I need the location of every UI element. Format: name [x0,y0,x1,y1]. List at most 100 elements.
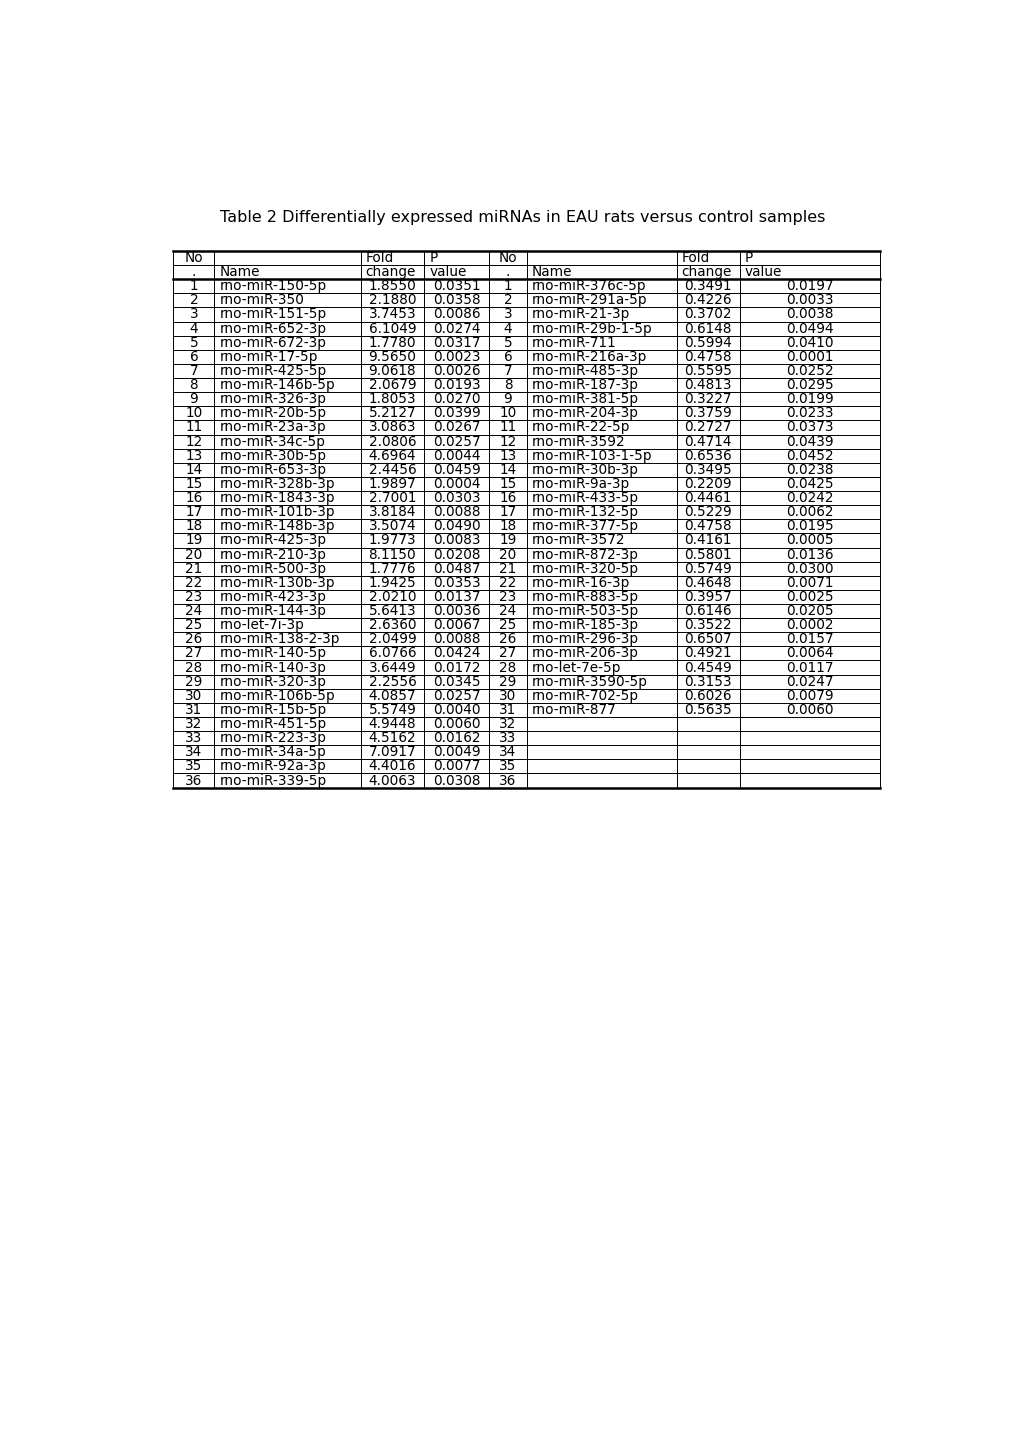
Text: 36: 36 [185,773,202,788]
Text: 8: 8 [190,378,198,392]
Text: 0.0439: 0.0439 [786,434,834,449]
Text: 17: 17 [499,505,516,519]
Text: 0.6507: 0.6507 [684,632,732,646]
Text: 6: 6 [190,349,198,364]
Text: rno-miR-381-5p: rno-miR-381-5p [531,392,638,407]
Text: 31: 31 [499,703,516,717]
Text: 25: 25 [185,618,203,632]
Text: 0.0351: 0.0351 [432,280,480,293]
Text: 0.0117: 0.0117 [786,661,833,674]
Text: 0.0257: 0.0257 [432,434,480,449]
Text: 0.0490: 0.0490 [432,519,480,534]
Text: 0.0399: 0.0399 [432,407,480,420]
Text: 0.4714: 0.4714 [684,434,732,449]
Text: 19: 19 [185,534,203,547]
Text: 0.0086: 0.0086 [432,307,480,322]
Text: 0.0317: 0.0317 [432,336,480,349]
Text: 0.0025: 0.0025 [786,590,834,605]
Text: rno-miR-425-3p: rno-miR-425-3p [219,534,326,547]
Text: rno-miR-140-5p: rno-miR-140-5p [219,646,326,661]
Text: 0.0071: 0.0071 [786,576,833,590]
Text: 0.0088: 0.0088 [432,632,480,646]
Text: 0.0044: 0.0044 [432,449,480,463]
Text: 0.0425: 0.0425 [786,478,834,491]
Text: 8: 8 [503,378,512,392]
Text: 18: 18 [499,519,516,534]
Text: rno-miR-485-3p: rno-miR-485-3p [531,364,638,378]
Text: 2.0806: 2.0806 [368,434,416,449]
Text: 10: 10 [499,407,516,420]
Text: rno-miR-29b-1-5p: rno-miR-29b-1-5p [531,322,651,336]
Text: 0.0067: 0.0067 [432,618,480,632]
Text: 0.6536: 0.6536 [684,449,732,463]
Text: 0.0274: 0.0274 [432,322,480,336]
Text: 32: 32 [185,717,202,732]
Text: rno-miR-3590-5p: rno-miR-3590-5p [531,675,647,688]
Text: 0.0036: 0.0036 [432,605,480,618]
Text: rno-miR-883-5p: rno-miR-883-5p [531,590,638,605]
Text: 0.0026: 0.0026 [432,364,480,378]
Text: Fold: Fold [681,251,709,266]
Text: rno-miR-148b-3p: rno-miR-148b-3p [219,519,334,534]
Text: 16: 16 [499,491,516,505]
Text: 0.0040: 0.0040 [432,703,480,717]
Text: 0.3153: 0.3153 [684,675,732,688]
Text: P: P [744,251,753,266]
Text: 0.0197: 0.0197 [786,280,834,293]
Text: rno-miR-291a-5p: rno-miR-291a-5p [531,293,646,307]
Text: 17: 17 [185,505,202,519]
Text: 2.7001: 2.7001 [368,491,416,505]
Text: 0.0079: 0.0079 [786,688,834,703]
Text: 9.0618: 9.0618 [368,364,416,378]
Text: 0.0303: 0.0303 [432,491,480,505]
Text: 0.4758: 0.4758 [684,519,732,534]
Text: rno-miR-296-3p: rno-miR-296-3p [531,632,638,646]
Text: rno-miR-702-5p: rno-miR-702-5p [531,688,638,703]
Text: rno-miR-106b-5p: rno-miR-106b-5p [219,688,334,703]
Text: 0.5994: 0.5994 [684,336,732,349]
Text: Name: Name [531,266,572,278]
Text: 0.0083: 0.0083 [432,534,480,547]
Text: value: value [744,266,782,278]
Text: 13: 13 [499,449,516,463]
Text: 0.6146: 0.6146 [684,605,732,618]
Text: 2.4456: 2.4456 [368,463,416,476]
Text: 0.0487: 0.0487 [432,561,480,576]
Text: 0.0060: 0.0060 [432,717,480,732]
Text: 29: 29 [185,675,203,688]
Text: 4.0857: 4.0857 [368,688,416,703]
Text: 0.2727: 0.2727 [684,420,732,434]
Text: 2.2556: 2.2556 [368,675,416,688]
Text: 6.0766: 6.0766 [368,646,416,661]
Text: rno-let-7i-3p: rno-let-7i-3p [219,618,304,632]
Text: change: change [365,266,416,278]
Text: 0.0494: 0.0494 [786,322,834,336]
Text: 1.7780: 1.7780 [368,336,416,349]
Text: 12: 12 [499,434,516,449]
Text: 0.3759: 0.3759 [684,407,732,420]
Text: 23: 23 [499,590,516,605]
Text: rno-miR-34a-5p: rno-miR-34a-5p [219,745,326,759]
Text: 0.0001: 0.0001 [786,349,833,364]
Text: 19: 19 [498,534,517,547]
Text: 35: 35 [498,759,517,773]
Text: 31: 31 [185,703,202,717]
Text: 4.4016: 4.4016 [368,759,416,773]
Text: 6: 6 [503,349,512,364]
Text: rno-miR-711: rno-miR-711 [531,336,615,349]
Text: 5.5749: 5.5749 [368,703,416,717]
Text: 0.5749: 0.5749 [684,561,732,576]
Text: Name: Name [219,266,260,278]
Text: rno-miR-339-5p: rno-miR-339-5p [219,773,326,788]
Text: 0.0208: 0.0208 [432,547,480,561]
Text: 2.0499: 2.0499 [368,632,416,646]
Text: 32: 32 [499,717,516,732]
Text: 0.0162: 0.0162 [432,732,480,745]
Text: 15: 15 [498,478,517,491]
Text: 0.5229: 0.5229 [684,505,732,519]
Text: 0.0049: 0.0049 [432,745,480,759]
Text: 1.9897: 1.9897 [368,478,416,491]
Text: rno-miR-20b-5p: rno-miR-20b-5p [219,407,326,420]
Text: 3.0863: 3.0863 [368,420,416,434]
Text: rno-miR-185-3p: rno-miR-185-3p [531,618,638,632]
